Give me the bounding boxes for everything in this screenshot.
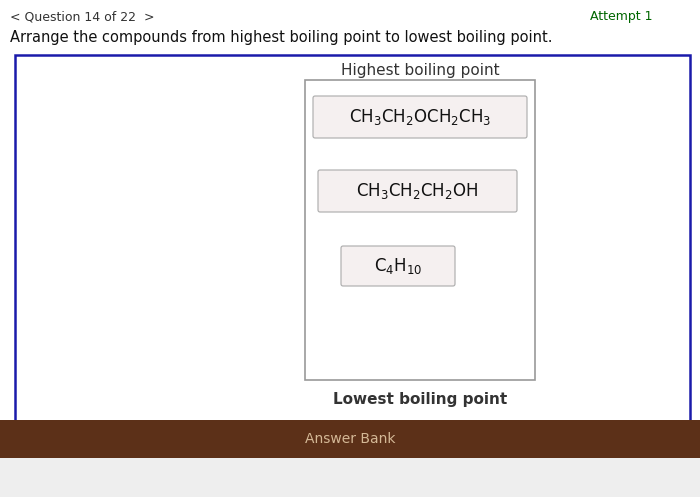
FancyBboxPatch shape — [313, 96, 527, 138]
FancyBboxPatch shape — [341, 246, 455, 286]
FancyBboxPatch shape — [0, 458, 700, 497]
Text: Lowest boiling point: Lowest boiling point — [333, 392, 507, 407]
Text: $\mathregular{CH_3CH_2OCH_2CH_3}$: $\mathregular{CH_3CH_2OCH_2CH_3}$ — [349, 107, 491, 127]
FancyBboxPatch shape — [0, 420, 700, 458]
Text: $\mathregular{C_4H_{10}}$: $\mathregular{C_4H_{10}}$ — [374, 256, 422, 276]
Text: < Question 14 of 22  >: < Question 14 of 22 > — [10, 10, 155, 23]
Text: Arrange the compounds from highest boiling point to lowest boiling point.: Arrange the compounds from highest boili… — [10, 30, 552, 45]
Text: Attempt 1: Attempt 1 — [590, 10, 652, 23]
Text: Highest boiling point: Highest boiling point — [341, 63, 499, 78]
Text: $\mathregular{CH_3CH_2CH_2OH}$: $\mathregular{CH_3CH_2CH_2OH}$ — [356, 181, 479, 201]
FancyBboxPatch shape — [15, 55, 690, 430]
Text: Answer Bank: Answer Bank — [304, 432, 395, 446]
FancyBboxPatch shape — [318, 170, 517, 212]
FancyBboxPatch shape — [305, 80, 535, 380]
